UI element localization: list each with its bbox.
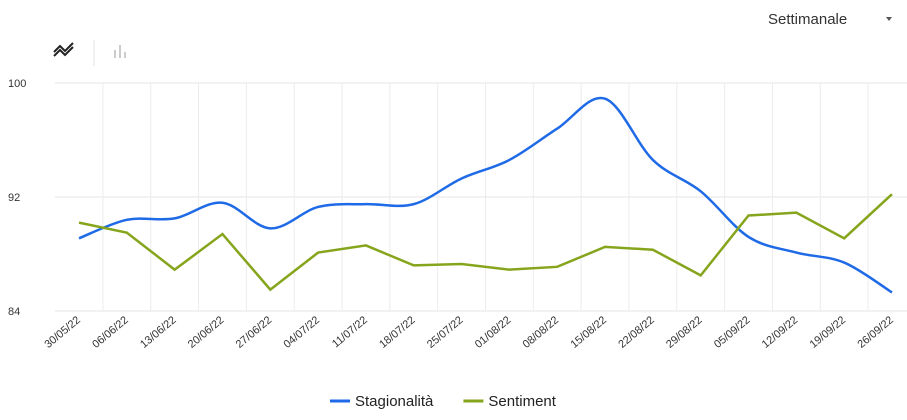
x-tick-label: 06/06/22 — [90, 314, 131, 351]
x-tick-label: 01/08/22 — [473, 314, 514, 351]
x-tick-label: 20/06/22 — [186, 314, 227, 351]
x-tick-label: 12/09/22 — [760, 314, 801, 351]
series-line — [78, 96, 893, 294]
y-tick-label: 84 — [8, 306, 20, 318]
x-tick-label: 30/05/22 — [42, 314, 83, 351]
bar-chart-icon[interactable] — [114, 45, 126, 58]
x-tick-label: 29/08/22 — [664, 314, 705, 351]
x-tick-label: 19/09/22 — [808, 314, 849, 351]
x-tick-label: 04/07/22 — [282, 314, 323, 351]
x-tick-label: 22/08/22 — [616, 314, 657, 351]
dropdown-arrow[interactable] — [886, 17, 892, 21]
line-chart-icon[interactable] — [53, 42, 74, 57]
series-line — [78, 193, 893, 292]
legend-label: Stagionalità — [355, 393, 434, 410]
period-selector[interactable]: Settimanale — [768, 11, 847, 28]
x-tick-label: 13/06/22 — [138, 314, 179, 351]
legend-label: Sentiment — [488, 393, 556, 410]
x-tick-label: 05/09/22 — [712, 314, 753, 351]
x-tick-label: 26/09/22 — [855, 314, 896, 351]
y-tick-label: 92 — [8, 192, 20, 204]
x-tick-label: 08/08/22 — [521, 314, 562, 351]
x-tick-label: 25/07/22 — [425, 314, 466, 351]
x-tick-label: 15/08/22 — [568, 314, 609, 351]
x-tick-label: 18/07/22 — [377, 314, 418, 351]
y-tick-label: 100 — [8, 78, 26, 90]
x-tick-label: 11/07/22 — [330, 314, 370, 350]
x-tick-label: 27/06/22 — [234, 314, 275, 351]
